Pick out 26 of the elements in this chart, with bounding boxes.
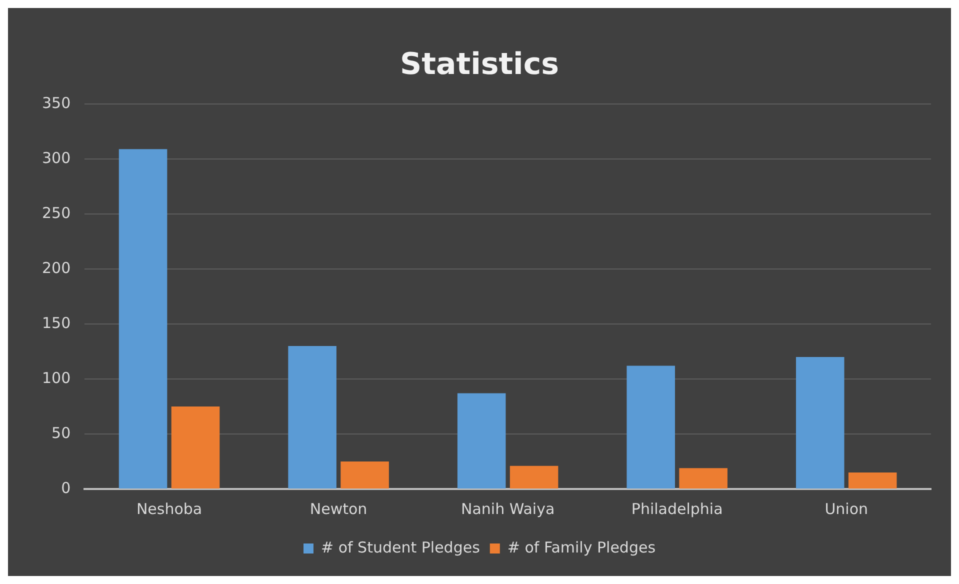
bar [118, 149, 168, 488]
bar [626, 366, 675, 488]
y-tick-label: 0 [61, 478, 71, 497]
x-tick-label: Philadelphia [631, 500, 723, 518]
y-tick-label: 200 [42, 258, 71, 277]
x-tick-label: Nanih Waiya [460, 500, 555, 518]
chart-title: Statistics [400, 46, 559, 82]
bar [457, 393, 506, 488]
legend-label: # of Family Pledges [507, 538, 656, 556]
y-tick-label: 100 [42, 368, 71, 387]
bar [848, 472, 897, 488]
y-tick-label: 50 [52, 424, 71, 442]
legend-label: # of Student Pledges [320, 538, 480, 556]
x-tick-label: Union [824, 500, 868, 518]
x-tick-label: Neshoba [136, 500, 202, 518]
bar [288, 346, 336, 488]
bar [679, 468, 728, 488]
y-tick-label: 350 [42, 94, 71, 112]
y-tick-label: 150 [42, 314, 71, 332]
y-tick-label: 250 [42, 204, 71, 222]
bar [510, 466, 558, 488]
y-tick-label: 300 [42, 148, 71, 167]
bar [171, 406, 220, 488]
x-tick-label: Newton [310, 500, 368, 518]
bar [796, 357, 844, 488]
bar [340, 462, 389, 488]
